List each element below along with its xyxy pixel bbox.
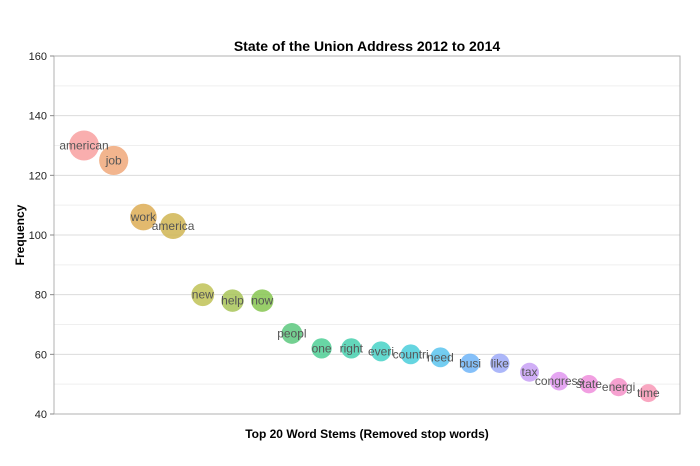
y-tick-label: 100 xyxy=(29,230,47,242)
y-tick-label: 40 xyxy=(35,409,47,421)
y-tick-label: 140 xyxy=(29,111,47,123)
point-label-america: america xyxy=(152,219,195,233)
point-label-peopl: peopl xyxy=(277,326,306,340)
y-tick-label: 120 xyxy=(29,170,47,182)
point-label-congress: congress xyxy=(535,374,584,388)
point-label-new: new xyxy=(192,288,214,302)
data-point-new xyxy=(191,283,215,307)
y-tick-label: 60 xyxy=(35,349,47,361)
data-point-state xyxy=(579,374,599,394)
point-label-tax: tax xyxy=(521,365,537,379)
grid-layer xyxy=(54,55,680,415)
data-point-work xyxy=(130,203,157,231)
data-point-peopl xyxy=(281,323,303,344)
data-point-congress xyxy=(549,371,569,391)
point-label-one: one xyxy=(312,341,332,355)
data-point-one xyxy=(311,338,332,359)
y-tick-label: 160 xyxy=(29,51,47,63)
point-label-time: time xyxy=(637,386,660,400)
data-point-now xyxy=(251,289,274,312)
data-point-energi xyxy=(609,378,628,397)
data-points xyxy=(69,130,658,403)
point-label-countri: countri xyxy=(393,347,429,361)
x-axis-label: Top 20 Word Stems (Removed stop words) xyxy=(245,427,489,441)
point-label-american: american xyxy=(59,139,108,153)
point-label-energi: energi xyxy=(602,380,635,394)
data-point-like xyxy=(490,353,510,373)
point-label-like: like xyxy=(491,356,509,370)
point-label-everi: everi xyxy=(368,344,394,358)
data-point-american xyxy=(69,130,99,161)
point-label-work: work xyxy=(130,210,157,224)
data-point-everi xyxy=(371,341,391,362)
chart-title: State of the Union Address 2012 to 2014 xyxy=(234,38,501,54)
data-point-countri xyxy=(400,344,421,365)
point-label-busi: busi xyxy=(459,356,481,370)
data-point-tax xyxy=(520,362,539,382)
point-label-job: job xyxy=(105,153,122,167)
point-label-right: right xyxy=(340,341,364,355)
point-label-help: help xyxy=(221,294,244,308)
data-point-right xyxy=(341,338,362,359)
y-axis-label: Frequency xyxy=(13,204,27,265)
y-tick-labels: 40 60 80 100 120 140 160 xyxy=(29,51,54,421)
point-label-state: state xyxy=(576,377,602,391)
data-point-need xyxy=(430,347,451,368)
point-label-now: now xyxy=(251,294,273,308)
data-point-america xyxy=(160,213,187,240)
data-point-help xyxy=(221,289,244,312)
data-point-job xyxy=(99,145,129,176)
data-point-busi xyxy=(460,353,480,373)
point-label-need: need xyxy=(427,350,454,364)
data-point-time xyxy=(639,384,658,403)
y-tick-label: 80 xyxy=(35,290,47,302)
